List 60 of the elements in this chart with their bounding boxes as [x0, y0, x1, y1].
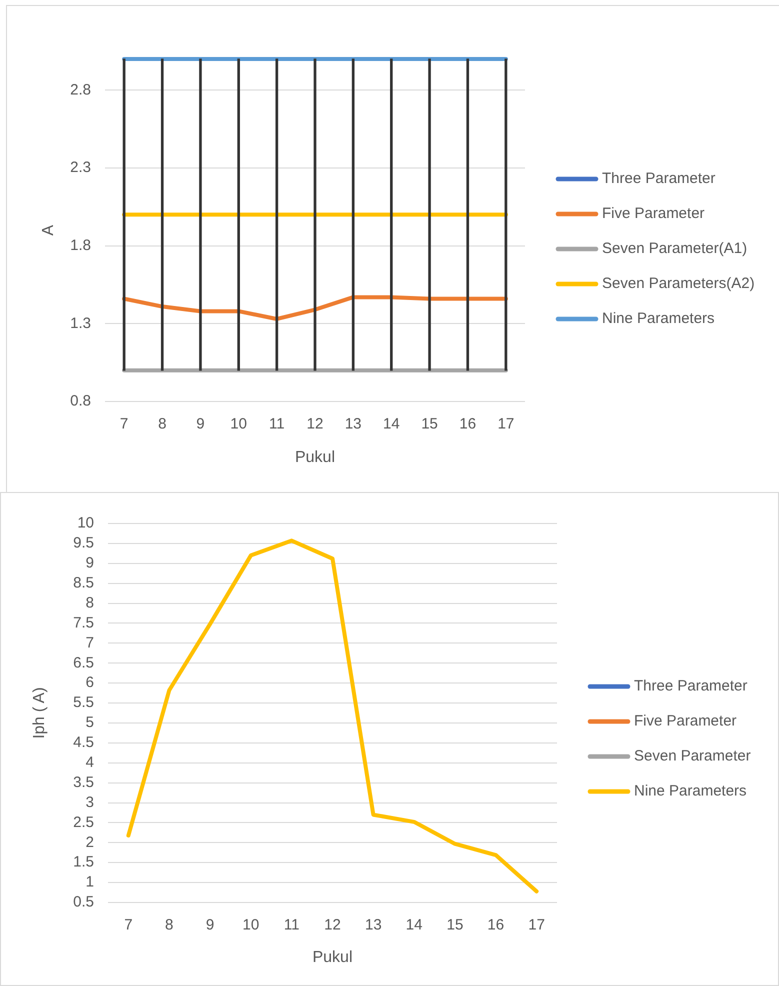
x-tick-label: 17: [528, 916, 545, 934]
x-axis-title: Pukul: [294, 448, 336, 466]
legend-label: Three Parameter: [602, 170, 716, 188]
y-tick-label: 4.5: [73, 734, 94, 752]
x-tick-label: 11: [269, 416, 285, 433]
x-tick-label: 13: [364, 916, 382, 934]
legend-label: Nine Parameters: [634, 782, 747, 800]
y-tick-label: 9.5: [73, 534, 94, 552]
y-tick-label: 4: [86, 754, 94, 772]
legend-label: Three Parameter: [634, 678, 748, 695]
x-tick-label: 13: [344, 416, 362, 433]
x-tick-label: 15: [421, 416, 438, 433]
y-tick-label: 8.5: [73, 574, 94, 592]
y-tick-label: 6.5: [73, 654, 94, 672]
y-tick-label: 5: [86, 714, 94, 732]
x-tick-label: 15: [446, 916, 464, 934]
x-tick-label: 17: [498, 416, 514, 433]
y-tick-label: 0.5: [73, 894, 94, 911]
x-tick-label: 12: [324, 916, 341, 934]
x-tick-label: 16: [487, 916, 504, 934]
legend-label: Five Parameter: [602, 205, 705, 222]
x-tick-label: 11: [284, 916, 300, 934]
y-tick-label: 2.3: [70, 159, 91, 176]
y-tick-label: 3.5: [73, 774, 94, 791]
x-tick-label: 8: [165, 916, 174, 934]
y-tick-label: 2.5: [73, 814, 94, 831]
y-tick-label: 1.8: [70, 236, 91, 254]
y-tick-label: 2: [86, 834, 94, 851]
x-tick-label: 9: [196, 416, 205, 433]
y-tick-label: 0.8: [70, 392, 91, 410]
y-tick-label: 8: [86, 594, 94, 612]
y-tick-label: 5.5: [73, 694, 94, 712]
y-tick-label: 1.3: [70, 314, 91, 332]
x-tick-label: 8: [158, 416, 166, 433]
y-tick-label: 1.5: [73, 854, 94, 871]
x-tick-label: 7: [120, 416, 128, 433]
x-tick-label: 10: [230, 416, 247, 433]
y-tick-label: 1: [86, 874, 94, 891]
x-axis-title: Pukul: [312, 948, 353, 966]
y-axis-title: Iph ( A): [31, 687, 48, 739]
x-tick-label: 10: [242, 916, 260, 934]
y-axis-title: A: [40, 224, 58, 236]
legend-label: Seven Parameter(A1): [602, 240, 748, 258]
y-tick-label: 2.8: [70, 81, 91, 98]
legend-label: Nine Parameters: [602, 310, 715, 328]
x-tick-label: 7: [124, 916, 133, 934]
y-tick-label: 6: [86, 674, 94, 692]
y-tick-label: 10: [77, 514, 94, 532]
y-tick-label: 7.5: [73, 614, 94, 632]
legend-label: Seven Parameter: [634, 748, 751, 765]
x-tick-label: 14: [383, 416, 400, 433]
legend-label: Five Parameter: [634, 712, 737, 730]
x-tick-label: 9: [206, 916, 214, 934]
y-tick-label: 7: [86, 634, 94, 652]
x-tick-label: 14: [406, 916, 422, 934]
x-tick-label: 16: [459, 416, 476, 433]
y-tick-label: 9: [86, 554, 94, 572]
y-tick-label: 3: [86, 794, 94, 811]
legend-label: Seven Parameters(A2): [602, 275, 755, 292]
x-tick-label: 12: [306, 416, 324, 433]
